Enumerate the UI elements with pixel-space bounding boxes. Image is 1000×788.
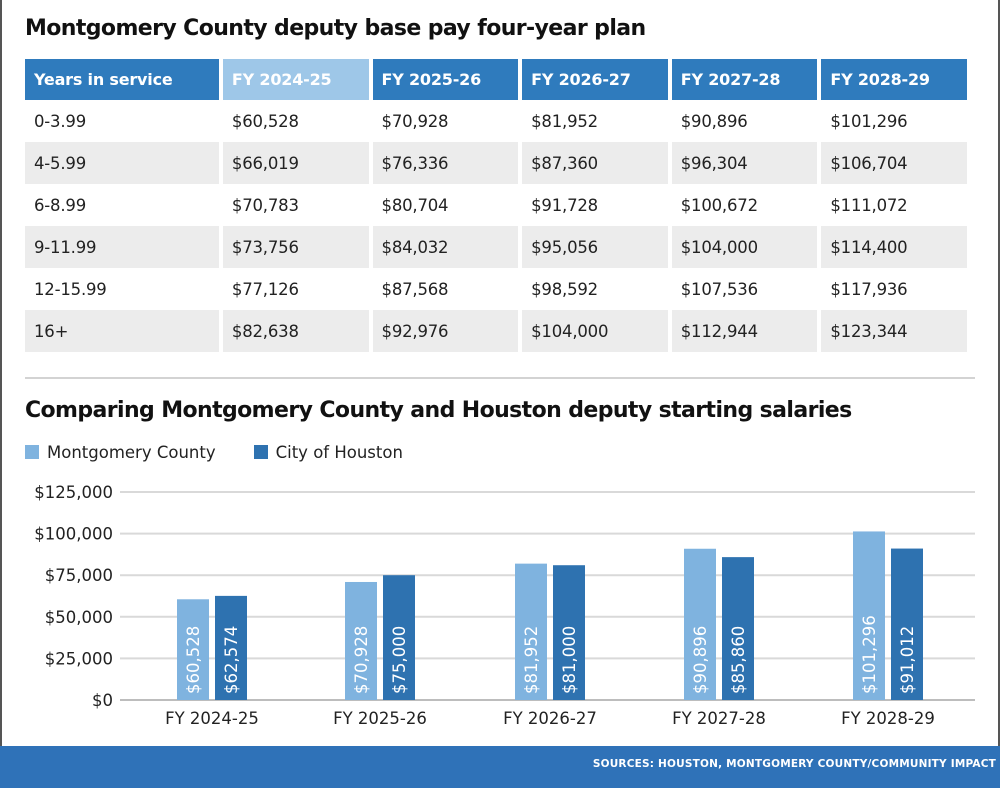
header-fy-2027-28: FY 2027-28 [671, 59, 818, 100]
footer-bar: SOURCES: HOUSTON, MONTGOMERY COUNTY/COMM… [0, 746, 1000, 788]
x-tick-label: FY 2024-25 [165, 709, 259, 728]
x-tick-label: FY 2027-28 [672, 709, 766, 728]
table-cell: 4-5.99 [25, 142, 219, 184]
header-fy-2028-29: FY 2028-29 [821, 59, 967, 100]
table-cell: $96,304 [671, 142, 818, 184]
x-tick-label: FY 2028-29 [841, 709, 935, 728]
legend-item-montgomery: Montgomery County [25, 443, 216, 462]
y-tick-label: $75,000 [45, 566, 113, 585]
table-cell: $77,126 [231, 279, 299, 299]
chart-legend: Montgomery County City of Houston [25, 441, 441, 463]
table-cell: 0-3.99 [34, 111, 86, 131]
bar-chart: $0 $25,000 $50,000 $75,000 $100,000 $125,000 $… [34, 483, 975, 728]
section-divider [25, 377, 975, 379]
table-row: 12-15.99 $77,126 $87,568 $98,592 $107,53… [25, 268, 967, 310]
table-row: 6-8.99 $70,783 $80,704 $91,728 $100,672 … [25, 184, 967, 226]
bar-montgomery [515, 563, 547, 700]
header-fy-2026-27: FY 2026-27 [522, 59, 668, 100]
table-cell: $73,756 [222, 226, 369, 268]
chart-title: Comparing Montgomery County and Houston … [25, 398, 852, 423]
table-title: Montgomery County deputy base pay four-y… [25, 16, 646, 41]
legend-swatch-houston [253, 445, 268, 459]
legend-label-montgomery: Montgomery County [47, 442, 216, 462]
source-note: SOURCES: HOUSTON, MONTGOMERY COUNTY/COMM… [592, 758, 996, 770]
bar-montgomery [345, 581, 377, 700]
table-cell: 12-15.99 [34, 279, 107, 299]
table-cell: $111,072 [830, 195, 908, 215]
table-row: 9-11.99 $73,756 $84,032 $95,056 $104,000… [25, 226, 967, 268]
table-cell: $104,000 [522, 310, 668, 352]
y-tick-label: $125,000 [34, 483, 113, 502]
table-row: 4-5.99 $66,019 $76,336 $87,360 $96,304 $… [25, 142, 967, 184]
data-label: $70,928 [352, 626, 371, 694]
data-label: $91,012 [898, 626, 917, 694]
table-cell: $106,704 [821, 142, 967, 184]
table-cell: $100,672 [680, 195, 758, 215]
header-fy-2024-25: FY 2024-25 [222, 59, 369, 100]
bar-montgomery [177, 599, 209, 700]
table-cell: 6-8.99 [34, 195, 86, 215]
table-cell: $81,952 [531, 111, 598, 131]
table-cell: $117,936 [830, 279, 908, 299]
y-tick-label: $50,000 [45, 608, 113, 627]
table-cell: $90,896 [680, 111, 748, 131]
bar-houston [553, 565, 585, 700]
table-cell: $101,296 [830, 111, 908, 131]
table-cell: $76,336 [372, 142, 519, 184]
table-cell: $70,783 [231, 195, 299, 215]
header-years: Years in service [25, 59, 219, 100]
table-cell: $84,032 [372, 226, 519, 268]
y-tick-label: $100,000 [34, 525, 113, 544]
table-cell: 16+ [25, 310, 219, 352]
table-cell: $82,638 [222, 310, 369, 352]
table-cell: $91,728 [531, 195, 598, 215]
data-label: $85,860 [729, 626, 748, 694]
data-label: $101,296 [860, 615, 879, 694]
table-cell: $123,344 [821, 310, 967, 352]
data-label: $90,896 [691, 626, 710, 694]
table-cell: $87,568 [381, 279, 449, 299]
data-label: $62,574 [222, 626, 241, 694]
legend-item-houston: City of Houston [253, 442, 403, 462]
table-cell: $60,528 [231, 111, 299, 131]
bar-montgomery [684, 548, 716, 700]
table-cell: $87,360 [522, 142, 668, 184]
data-label: $60,528 [184, 626, 203, 694]
table-cell: $104,000 [671, 226, 818, 268]
bar-houston [891, 548, 923, 700]
pay-table: Years in service FY 2024-25 FY 2025-26 F… [21, 59, 971, 352]
table-cell: $66,019 [222, 142, 369, 184]
x-tick-label: FY 2025-26 [333, 709, 427, 728]
bar-montgomery [853, 531, 885, 700]
x-tick-label: FY 2026-27 [503, 709, 597, 728]
data-label: $75,000 [390, 626, 409, 694]
bar-houston [722, 557, 754, 700]
table-row: 16+ $82,638 $92,976 $104,000 $112,944 $1… [25, 310, 967, 352]
table-header-row: Years in service FY 2024-25 FY 2025-26 F… [25, 59, 967, 100]
table-cell: $112,944 [671, 310, 818, 352]
y-tick-label: $0 [92, 691, 113, 710]
legend-label-houston: City of Houston [275, 442, 403, 462]
data-label: $81,952 [522, 626, 541, 694]
table-cell: $107,536 [680, 279, 758, 299]
table-row: 0-3.99 $60,528 $70,928 $81,952 $90,896 $… [25, 100, 967, 142]
y-tick-label: $25,000 [45, 649, 113, 668]
table-cell: $98,592 [531, 279, 598, 299]
bar-houston [215, 595, 247, 700]
table-cell: $70,928 [381, 111, 449, 131]
table-cell: $114,400 [821, 226, 967, 268]
bar-houston [383, 575, 415, 700]
legend-swatch-montgomery [25, 445, 39, 459]
header-fy-2025-26: FY 2025-26 [372, 59, 519, 100]
table-cell: 9-11.99 [25, 226, 219, 268]
table-cell: $95,056 [522, 226, 668, 268]
table-cell: $80,704 [381, 195, 449, 215]
table-cell: $92,976 [372, 310, 519, 352]
data-label: $81,000 [560, 626, 579, 694]
